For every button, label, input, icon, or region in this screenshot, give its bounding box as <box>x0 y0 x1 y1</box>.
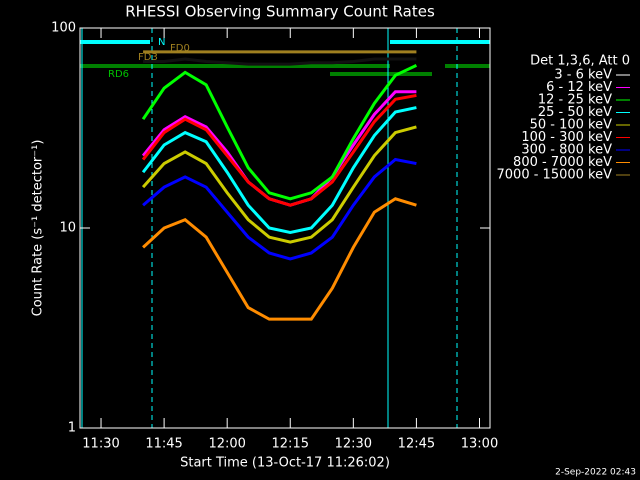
series-line <box>143 57 417 66</box>
x-tick-label: 12:15 <box>272 437 309 452</box>
annotation: RD6 <box>108 69 129 80</box>
legend-label: 12 - 25 keV <box>538 93 612 108</box>
annotation: FD0 <box>170 43 190 54</box>
legend-label: 300 - 800 keV <box>521 143 612 158</box>
footer: 2-Sep-2022 02:43 <box>555 468 636 478</box>
x-tick-label: 11:45 <box>145 437 182 452</box>
legend-label: 6 - 12 keV <box>546 80 612 95</box>
legend-label: 100 - 300 keV <box>521 130 612 145</box>
series-line <box>142 197 417 321</box>
legend-label: 50 - 100 keV <box>530 118 613 133</box>
series-line <box>141 106 417 234</box>
x-tick-label: 12:00 <box>208 437 245 452</box>
chart-title: RHESSI Observing Summary Count Rates <box>125 3 435 21</box>
legend-label: 800 - 7000 keV <box>513 155 612 170</box>
series-line <box>141 90 417 207</box>
annotation: FD3 <box>138 52 158 63</box>
x-tick-label: 13:00 <box>461 437 498 452</box>
y-axis-label: Count Rate (s⁻¹ detector⁻¹) <box>31 140 46 317</box>
plot-frame <box>79 27 491 429</box>
series-line <box>141 125 417 244</box>
y-tick-label: 1 <box>68 421 76 436</box>
y-tick-label: 100 <box>51 21 76 36</box>
y-tick-label: 10 <box>59 221 76 236</box>
series-line <box>141 93 417 207</box>
x-tick-label: 12:45 <box>398 437 435 452</box>
x-tick-label: 12:30 <box>335 437 372 452</box>
legend-label: 3 - 6 keV <box>554 68 612 83</box>
series-line <box>142 157 417 261</box>
legend-title: Det 1,3,6, Att 0 <box>530 54 630 69</box>
annotation: N <box>158 37 165 48</box>
legend-label: 25 - 50 keV <box>538 105 612 120</box>
x-axis-label: Start Time (13-Oct-17 11:26:02) <box>180 456 390 471</box>
legend-label: 7000 - 15000 keV <box>497 168 613 183</box>
x-tick-label: 11:30 <box>82 437 119 452</box>
series-line <box>141 64 418 201</box>
